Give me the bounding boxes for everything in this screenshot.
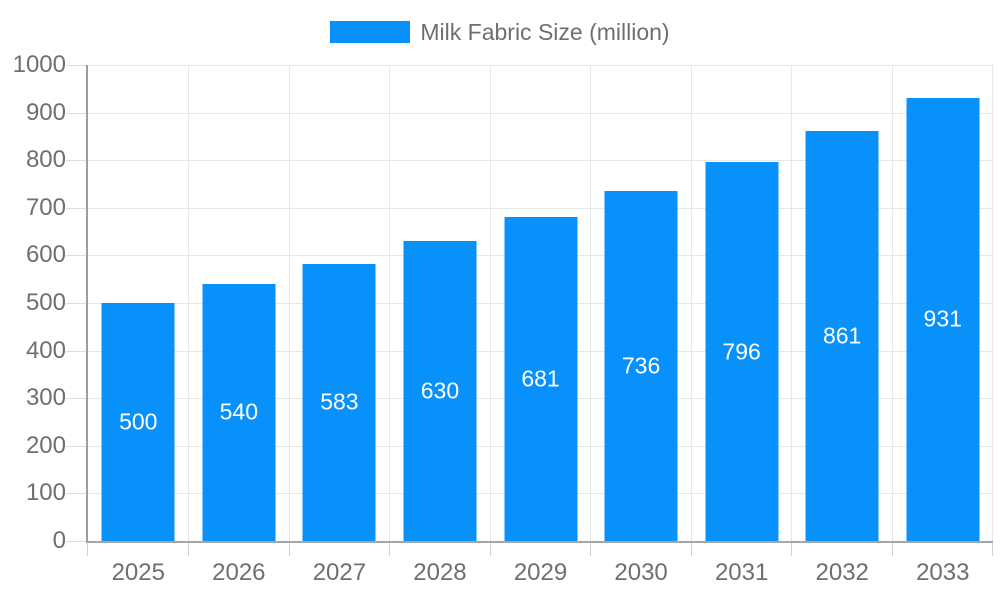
x-axis-tick-label: 2028 [413, 559, 467, 586]
x-tick [288, 543, 290, 556]
x-gridline [489, 65, 491, 541]
x-tick [791, 543, 793, 556]
y-tick [66, 445, 86, 447]
y-axis-tick-label: 700 [25, 193, 66, 221]
bar-value-label: 931 [923, 305, 962, 332]
bar-value-label: 583 [320, 388, 359, 415]
bar-2031: 796 [705, 162, 779, 541]
x-gridline [389, 65, 391, 541]
x-axis-tick-label: 2031 [714, 559, 769, 586]
x-axis-tick-label: 2026 [212, 559, 266, 586]
y-tick [66, 493, 86, 495]
legend[interactable]: Milk Fabric Size (million) [0, 18, 1000, 45]
x-gridline [891, 65, 893, 541]
x-axis-tick-label: 2029 [513, 559, 568, 586]
x-axis-tick-label: 2030 [614, 559, 668, 586]
x-tick [992, 543, 993, 556]
y-tick [66, 303, 86, 304]
legend-label: Milk Fabric Size (million) [420, 18, 670, 45]
y-tick [66, 207, 86, 209]
y-axis-tick-label: 1000 [12, 51, 66, 78]
x-tick [891, 543, 893, 556]
x-axis-tick-label: 2025 [111, 559, 165, 586]
bar-2028: 630 [403, 241, 477, 541]
x-axis-tick-label: 2032 [815, 559, 869, 586]
x-tick [389, 543, 391, 556]
x-tick [590, 543, 592, 556]
legend-swatch [330, 21, 411, 43]
y-axis-tick-label: 600 [25, 241, 66, 269]
bar-2029: 681 [504, 216, 577, 541]
bar-value-label: 861 [822, 322, 862, 349]
y-tick [66, 255, 86, 257]
x-axis-labels: 2025 2026 2027 2028 2029 2030 2031 2032 2033 [88, 559, 993, 587]
y-gridline [88, 207, 993, 209]
y-gridline [88, 160, 993, 162]
y-axis-tick-label: 200 [25, 431, 66, 459]
x-tick [690, 543, 692, 556]
y-axis-tick-label: 300 [25, 384, 66, 412]
y-tick [66, 160, 86, 162]
x-tick [489, 543, 491, 556]
x-gridline [288, 65, 290, 541]
y-axis-tick-label: 100 [25, 479, 66, 507]
y-axis-tick-label: 400 [25, 336, 66, 364]
x-axis-tick-label: 2027 [312, 559, 367, 586]
x-tick [87, 543, 88, 556]
y-tick [66, 65, 86, 66]
bar-value-label: 630 [420, 377, 460, 404]
bar-value-label: 736 [621, 352, 661, 379]
y-axis-labels: 0 100 200 300 400 500 600 700 800 900 1000 [0, 53, 66, 553]
x-gridline [992, 65, 993, 541]
y-axis-tick-label: 800 [25, 146, 66, 174]
bar-value-label: 540 [219, 398, 259, 425]
y-tick [66, 350, 86, 352]
y-axis-tick-label: 900 [25, 98, 66, 126]
x-gridline [188, 65, 190, 541]
bar-2027: 583 [302, 263, 376, 541]
x-gridline [690, 65, 692, 541]
y-tick [66, 398, 86, 400]
bar-value-label: 500 [119, 408, 158, 435]
bar-2026: 540 [202, 283, 276, 541]
plot-area: 500 540 583 630 681 736 796 861 931 [66, 65, 993, 556]
y-tick [66, 541, 86, 542]
y-axis-tick-label: 0 [52, 527, 66, 554]
y-axis-tick-label: 500 [25, 289, 66, 316]
bar-value-label: 681 [521, 365, 560, 392]
x-tick [188, 543, 190, 556]
x-gridline [791, 65, 793, 541]
bar-2030: 736 [604, 190, 678, 541]
y-gridline [88, 65, 993, 66]
bar-2025: 500 [101, 303, 175, 541]
x-axis-tick-label: 2033 [916, 559, 970, 586]
bar-2033: 931 [906, 97, 980, 541]
x-gridline [590, 65, 592, 541]
bar-2032: 861 [805, 131, 879, 541]
y-gridline [88, 112, 993, 114]
y-tick [66, 112, 86, 114]
bar-value-label: 796 [722, 338, 761, 365]
